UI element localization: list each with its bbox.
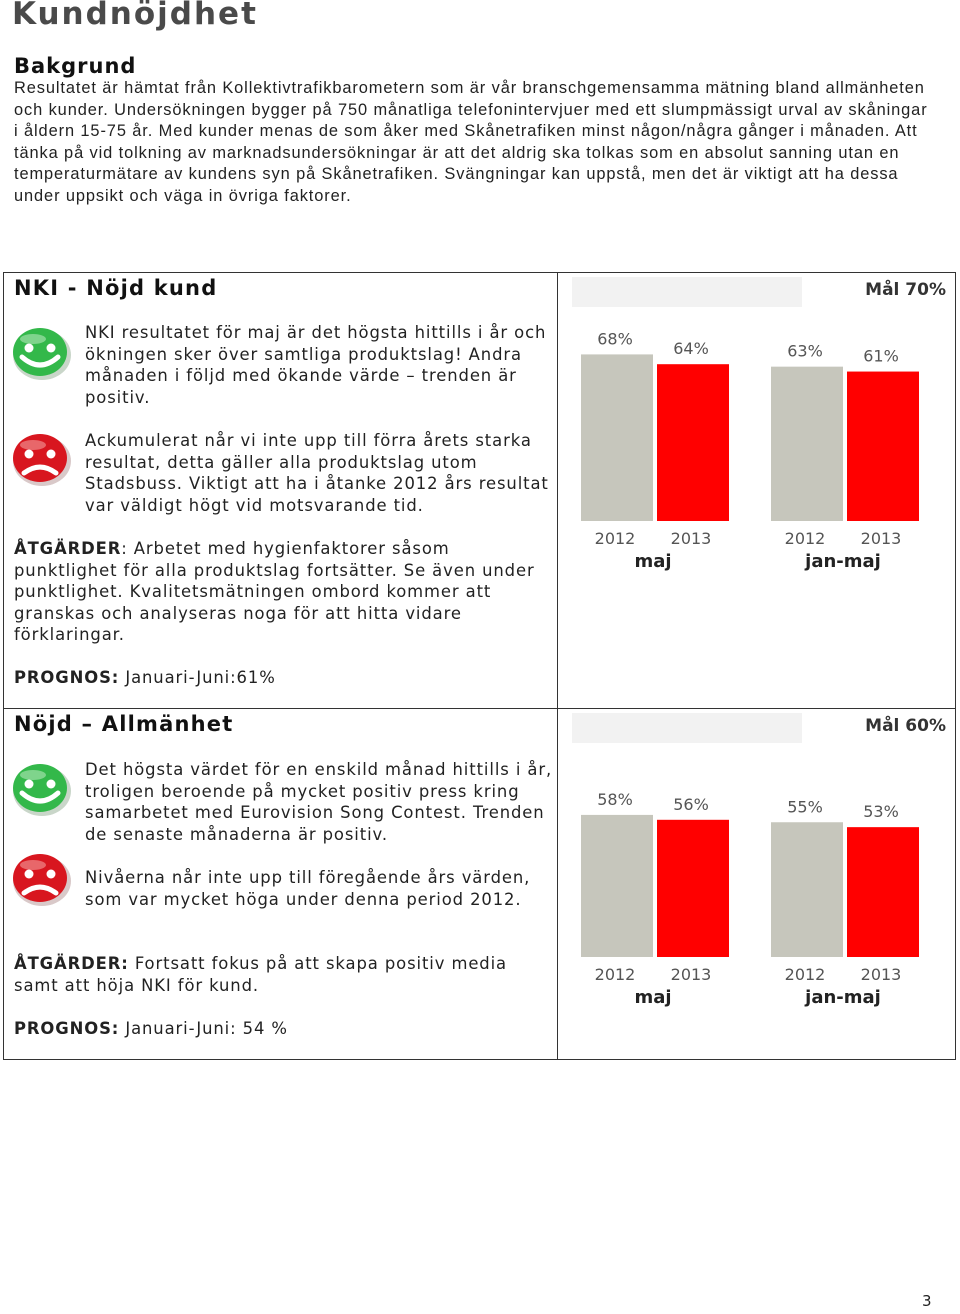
- year-label: 2012: [595, 529, 636, 548]
- chart-header-strip: [572, 277, 802, 307]
- prognos-label: PROGNOS:: [14, 1019, 120, 1038]
- allmanhet-negative-text: Nivåerna når inte upp till föregående år…: [85, 868, 531, 909]
- group-label: jan-maj: [804, 551, 881, 572]
- bar-jan-maj-2013: [847, 371, 919, 521]
- year-label: 2013: [861, 965, 902, 984]
- bar-jan-maj-2012: [771, 366, 843, 521]
- prognos-label: PROGNOS:: [14, 668, 120, 687]
- atgarder-label: ÅTGÄRDER: [14, 539, 122, 558]
- data-label: 64%: [673, 339, 709, 358]
- bar-jan-maj-2013: [847, 827, 919, 957]
- group-label: maj: [634, 551, 671, 572]
- group-label: maj: [634, 987, 671, 1008]
- page-title: Kundnöjdhet: [12, 0, 258, 32]
- year-label: 2012: [785, 965, 826, 984]
- bar-maj-2012: [581, 354, 653, 521]
- year-label: 2012: [785, 529, 826, 548]
- data-label: 63%: [787, 342, 823, 361]
- bar-maj-2013: [657, 364, 729, 521]
- bar-maj-2012: [581, 814, 653, 957]
- allmanhet-positive-text: Det högsta värdet för en enskild månad h…: [85, 760, 553, 844]
- background-text: Resultatet är hämtat från Kollektivtrafi…: [14, 79, 928, 205]
- sad-smiley-icon: [13, 434, 71, 486]
- allmanhet-chart: Mål 60%58%201256%2013maj55%201253%2013ja…: [572, 713, 946, 1008]
- happy-smiley-icon: [13, 764, 71, 816]
- background-heading: Bakgrund: [14, 54, 137, 78]
- goal-label: Mål 60%: [865, 714, 946, 736]
- allmanhet-atgarder: ÅTGÄRDER: Fortsatt fokus på att skapa po…: [14, 953, 554, 996]
- nki-negative-text: Ackumulerat når vi inte upp till förra å…: [85, 431, 549, 515]
- sad-smiley-icon: [13, 854, 71, 906]
- allmanhet-panel: Nöjd – Allmänhet Det högsta värdet för e…: [3, 708, 956, 1060]
- atgarder-text: Fortsatt fokus på att skapa positiv medi…: [14, 954, 507, 995]
- prognos-text: Januari-Juni:61%: [119, 668, 276, 687]
- data-label: 56%: [673, 795, 709, 814]
- panel-divider: [557, 709, 558, 1059]
- nki-prognos: PROGNOS: Januari-Juni:61%: [14, 667, 554, 689]
- year-label: 2012: [595, 965, 636, 984]
- panel-divider: [557, 273, 558, 708]
- nki-panel: NKI - Nöjd kund NKI resultatet för maj ä…: [3, 272, 956, 709]
- data-label: 53%: [863, 802, 899, 821]
- bar-jan-maj-2012: [771, 822, 843, 957]
- allmanhet-title: Nöjd – Allmänhet: [14, 712, 234, 736]
- nki-chart: Mål 70%68%201264%2013maj63%201261%2013ja…: [572, 277, 946, 572]
- data-label: 61%: [863, 347, 899, 366]
- year-label: 2013: [671, 965, 712, 984]
- allmanhet-prognos: PROGNOS: Januari-Juni: 54 %: [14, 1018, 554, 1040]
- nki-atgarder: ÅTGÄRDER: Arbetet med hygienfaktorer sås…: [14, 538, 554, 646]
- chart-header-strip: [572, 713, 802, 743]
- data-label: 58%: [597, 790, 633, 809]
- prognos-text: Januari-Juni: 54 %: [119, 1019, 288, 1038]
- atgarder-text: : Arbetet med hygienfaktorer såsom punkt…: [14, 539, 535, 645]
- year-label: 2013: [671, 529, 712, 548]
- happy-smiley-icon: [13, 328, 71, 380]
- bar-maj-2013: [657, 819, 729, 957]
- group-label: jan-maj: [804, 987, 881, 1008]
- nki-positive-text: NKI resultatet för maj är det högsta hit…: [85, 323, 547, 407]
- data-label: 68%: [597, 329, 633, 348]
- page-number: 3: [922, 1292, 932, 1310]
- atgarder-label: ÅTGÄRDER:: [14, 954, 129, 973]
- data-label: 55%: [787, 797, 823, 816]
- goal-label: Mål 70%: [865, 278, 946, 300]
- year-label: 2013: [861, 529, 902, 548]
- nki-title: NKI - Nöjd kund: [14, 276, 218, 300]
